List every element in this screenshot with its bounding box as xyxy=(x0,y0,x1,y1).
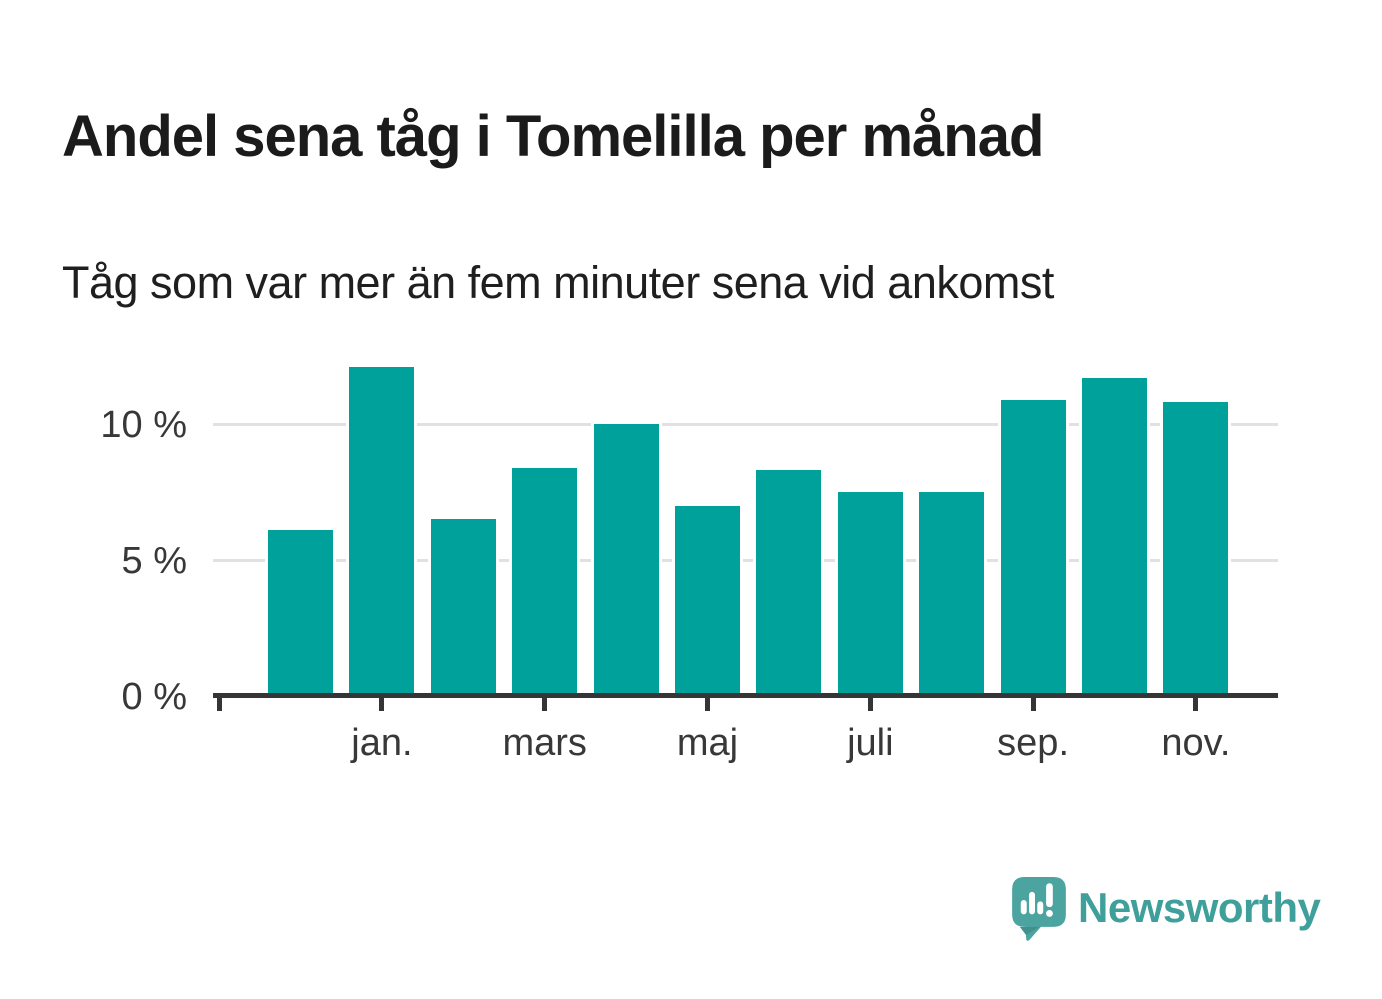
chart-title: Andel sena tåg i Tomelilla per månad xyxy=(62,103,1044,169)
bar-apr xyxy=(593,424,659,696)
bar-nov xyxy=(1163,402,1229,696)
logo-exclamation-glyph xyxy=(1046,883,1053,917)
x-axis-tick-jan xyxy=(379,697,385,711)
bar-dec xyxy=(268,530,333,696)
logo-tail-shade xyxy=(1019,926,1040,936)
x-axis-tick-nov xyxy=(1193,697,1199,711)
newsworthy-logo-icon xyxy=(1012,876,1066,941)
x-axis-tick-juli xyxy=(867,697,873,711)
y-axis-label-5-percent: 5 % xyxy=(121,540,187,582)
x-axis-label-sep: sep. xyxy=(997,722,1069,764)
bar-sep xyxy=(1000,399,1066,696)
bar-feb xyxy=(430,519,496,696)
bar-juni xyxy=(756,470,822,696)
bar-aug xyxy=(919,492,985,696)
x-axis-label-juli: juli xyxy=(847,722,894,764)
x-axis-tick-sep xyxy=(1030,697,1036,711)
y-axis-label-10-percent: 10 % xyxy=(100,404,187,446)
x-axis-label-jan: jan. xyxy=(351,722,413,764)
gridline-5-percent xyxy=(213,558,1278,562)
newsworthy-wordmark: Newsworthy xyxy=(1078,884,1321,931)
chart-subtitle: Tåg som var mer än fem minuter sena vid … xyxy=(62,257,1054,308)
x-axis-tick-mars xyxy=(542,697,548,711)
x-axis-origin-tick xyxy=(217,697,222,711)
y-axis-label-0-percent: 0 % xyxy=(121,676,187,718)
x-axis-label-nov: nov. xyxy=(1161,722,1231,764)
x-axis-line xyxy=(213,693,1278,698)
logo-bar-chart-glyph xyxy=(1020,891,1044,915)
x-axis-label-mars: mars xyxy=(502,722,587,764)
bar-jan xyxy=(349,366,415,696)
bar-okt xyxy=(1082,377,1147,696)
gridline-10-percent xyxy=(213,422,1278,426)
x-axis-tick-maj xyxy=(705,697,710,711)
x-axis-label-maj: maj xyxy=(676,722,739,764)
bar-juli xyxy=(837,492,903,696)
bar-mars xyxy=(512,467,578,696)
bar-maj xyxy=(675,505,740,696)
